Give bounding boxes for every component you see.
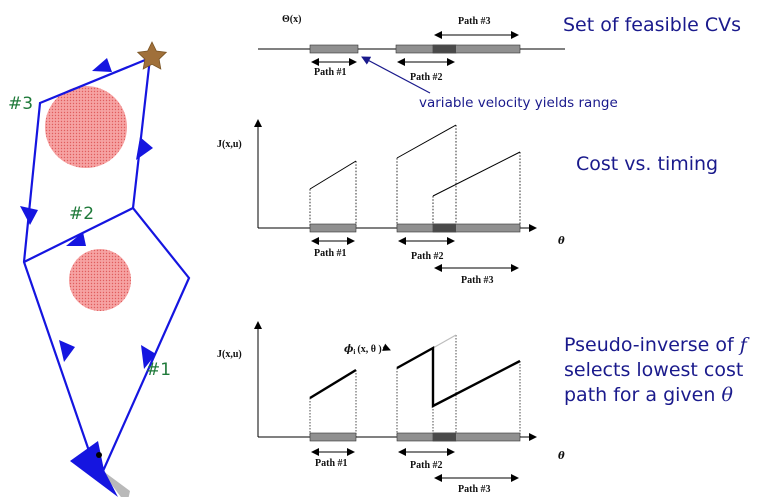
path-3-label: Path #3: [461, 275, 494, 286]
title-cost-vs-timing: Cost vs. timing: [576, 153, 718, 175]
bottom-ylabel: J(x,u): [217, 349, 242, 360]
middle-drop-lines: [309, 125, 521, 228]
left-map: #3 #2 #1: [8, 41, 191, 497]
band-overlap: [433, 433, 456, 441]
bottom-drop-lines: [309, 335, 521, 437]
phi-label: ϕi (x, θ ): [344, 344, 382, 356]
bottom-xlabel: θ: [558, 451, 565, 462]
band-overlap: [433, 45, 456, 53]
obstacle-circle-lower: [69, 249, 131, 311]
path-1-label: Path #1: [315, 458, 348, 469]
path-label-3: #3: [8, 94, 33, 114]
bottom-panel: J(x,u) θ ϕi (x, θ ) Path #1 Path #2: [217, 321, 750, 495]
route-arrow-icon: [59, 340, 75, 362]
bottom-gray-cost-lines: [432, 334, 457, 349]
band-path-1: [309, 223, 357, 233]
path-3-label: Path #3: [458, 16, 491, 27]
route-arrow-icon: [20, 206, 38, 225]
caption-line-1: Pseudo-inverse of f: [564, 334, 750, 356]
path-1-label: Path #1: [314, 248, 347, 259]
band-overlap: [433, 224, 456, 232]
route-lines: [22, 56, 191, 481]
path-2-label: Path #2: [410, 72, 443, 83]
path-label-1: #1: [146, 360, 171, 380]
bottom-lowest-cost-path: [309, 345, 521, 408]
star-goal-icon: [136, 41, 168, 70]
path-2-label: Path #2: [410, 460, 443, 471]
band-path-1: [309, 432, 357, 442]
caption-line-3: path for a given θ: [564, 384, 733, 406]
theta-axis-label: Θ(x): [282, 14, 301, 25]
title-feasible-cvs: Set of feasible CVs: [563, 14, 741, 36]
caption-line-2: selects lowest cost: [564, 359, 743, 381]
top-panel: Θ(x) Path #1 Path #2 Path #3 Set of feas…: [258, 14, 741, 111]
annotation-arrow: [361, 56, 431, 94]
route-arrow-icon: [136, 137, 153, 160]
obstacle-circle-upper: [45, 86, 127, 168]
path-1-label: Path #1: [314, 67, 347, 78]
annotation-variable-velocity: variable velocity yields range: [419, 95, 618, 111]
vehicle-arrow-icon: [70, 441, 130, 497]
route-arrow-icon: [141, 345, 156, 369]
path-2-label: Path #2: [411, 251, 444, 262]
route-arrowheads: [20, 58, 156, 369]
band-path-1: [309, 44, 359, 54]
route-arrow-icon: [92, 58, 112, 72]
phi-pointer: [381, 343, 391, 351]
route-arrow-icon: [66, 232, 86, 246]
path-label-2: #2: [69, 204, 94, 224]
middle-cost-lines: [309, 124, 521, 197]
middle-xlabel: θ: [558, 236, 565, 247]
middle-ylabel: J(x,u): [217, 139, 242, 150]
middle-panel: J(x,u) θ Path #1 Path #2 Path #3 Cost vs…: [217, 119, 718, 286]
path-3-label: Path #3: [458, 484, 491, 495]
